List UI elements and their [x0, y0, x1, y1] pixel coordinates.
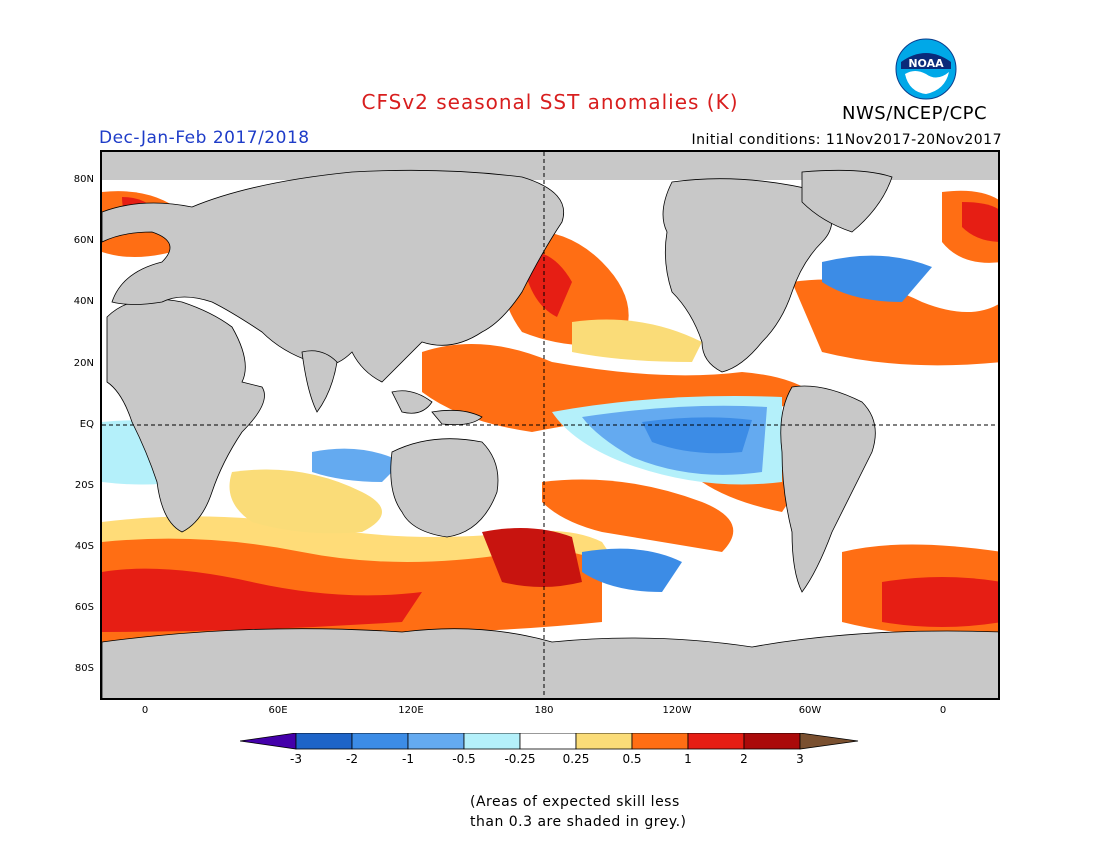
colorbar-label-1: 1: [684, 752, 692, 766]
colorbar-label-m1: -1: [402, 752, 414, 766]
land-south-america: [780, 385, 876, 593]
colorbar-swatch-neutral: [519, 733, 577, 750]
anomaly-labrador-cold: [822, 255, 932, 302]
lon-label-120w: 120W: [662, 705, 692, 716]
colorbar-swatch-2-3: [743, 733, 801, 750]
land-australia: [390, 438, 499, 538]
colorbar-label-m2: -2: [346, 752, 358, 766]
map-title: CFSv2 seasonal SST anomalies (K): [361, 90, 739, 114]
anomaly-s-pacific-cold: [582, 548, 682, 592]
skill-footnote: (Areas of expected skill less than 0.3 a…: [470, 794, 687, 830]
sst-anomaly-map: [100, 150, 1000, 700]
season-label: Dec-Jan-Feb 2017/2018: [99, 128, 310, 148]
land-africa: [106, 298, 265, 533]
lat-label-60s: 60S: [74, 602, 94, 613]
colorbar-swatch-1-2: [687, 733, 745, 750]
lat-label-80s: 80S: [74, 663, 94, 674]
anomaly-s-indian-hot: [102, 568, 422, 632]
colorbar: [240, 733, 859, 750]
colorbar-swatch-m05-m025: [463, 733, 521, 750]
colorbar-label-3: 3: [796, 752, 804, 766]
noaa-logo-text: NOAA: [908, 57, 944, 70]
colorbar-swatch-lt-3: [240, 733, 297, 750]
lon-label-0: 0: [141, 705, 149, 716]
noaa-logo: NOAA: [895, 38, 957, 100]
colorbar-label-m3: -3: [290, 752, 302, 766]
lat-label-60n: 60N: [73, 235, 94, 246]
map-canvas: [102, 152, 998, 698]
land-india: [301, 350, 338, 413]
colorbar-label-m025: -0.25: [504, 752, 536, 766]
anomaly-n-atlantic-warm: [792, 279, 998, 366]
lat-label-40n: 40N: [73, 296, 94, 307]
anomaly-s-indian-weak: [229, 469, 382, 534]
colorbar-swatch-05-1: [631, 733, 689, 750]
lon-label-180: 180: [534, 705, 554, 716]
lat-label-80n: 80N: [73, 174, 94, 185]
land-greenland: [801, 169, 893, 233]
lat-label-40s: 40S: [74, 541, 94, 552]
colorbar-swatch-025-05: [575, 733, 633, 750]
colorbar-swatch-m1-m05: [407, 733, 465, 750]
land-eurasia: [102, 169, 564, 383]
lat-label-20n: 20N: [73, 358, 94, 369]
anomaly-norway-sea-hot: [962, 202, 998, 242]
organization-label: NWS/NCEP/CPC: [842, 103, 988, 124]
lon-label-60w: 60W: [798, 705, 822, 716]
colorbar-label-2: 2: [740, 752, 748, 766]
lat-label-20s: 20S: [74, 480, 94, 491]
colorbar-label-025: 0.25: [562, 752, 590, 766]
anomaly-s-pacific-warm: [542, 479, 734, 552]
colorbar-label-m05: -0.5: [452, 752, 476, 766]
land-borneo: [391, 390, 433, 414]
colorbar-label-05: 0.5: [622, 752, 642, 766]
anomaly-s-atlantic-hot: [882, 577, 998, 627]
anomaly-tasman-hot: [482, 528, 582, 587]
anomaly-s-indian-cold: [312, 448, 402, 482]
anomaly-n-pacific-weak: [572, 319, 702, 362]
anomaly-cold-tongue-core: [642, 417, 752, 454]
land-antarctica: [102, 628, 998, 698]
initial-conditions-label: Initial conditions: 11Nov2017-20Nov2017: [691, 132, 1002, 148]
lon-label-120e: 120E: [398, 705, 424, 716]
lon-label-60e: 60E: [268, 705, 288, 716]
colorbar-swatch-gt-3: [799, 733, 859, 750]
colorbar-swatch-m3-m2: [295, 733, 353, 750]
lat-label-eq: EQ: [79, 419, 94, 430]
colorbar-swatch-m2-m1: [351, 733, 409, 750]
land-masses: [102, 169, 998, 698]
lon-label-0-east: 0: [939, 705, 947, 716]
